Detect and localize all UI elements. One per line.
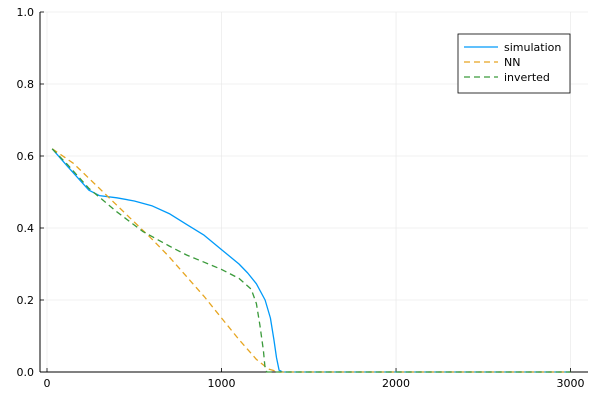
legend-label-simulation: simulation	[504, 41, 561, 54]
legend: simulation NN inverted	[457, 33, 571, 94]
legend-box	[457, 33, 571, 94]
y-tick-label: 0.2	[17, 294, 35, 307]
legend-label-NN: NN	[504, 56, 520, 69]
y-tick-label: 0.6	[17, 150, 35, 163]
y-tick-label: 0.0	[17, 366, 35, 379]
x-tick-label: 2000	[382, 377, 410, 390]
y-tick-label: 0.8	[17, 78, 35, 91]
x-tick-label: 0	[44, 377, 51, 390]
series-lines	[51, 148, 571, 373]
series-line-NN	[51, 148, 571, 373]
y-tick-label: 0.4	[17, 222, 35, 235]
legend-label-inverted: inverted	[504, 71, 550, 84]
x-tick-label: 3000	[557, 377, 585, 390]
series-line-inverted	[51, 148, 571, 373]
x-tick-label: 1000	[208, 377, 236, 390]
y-tick-label: 1.0	[17, 6, 35, 19]
series-line-simulation	[51, 148, 571, 373]
tick-labels: 0 1000 2000 3000 0.0 0.2 0.4 0.6 0.8 1.0	[17, 6, 585, 390]
